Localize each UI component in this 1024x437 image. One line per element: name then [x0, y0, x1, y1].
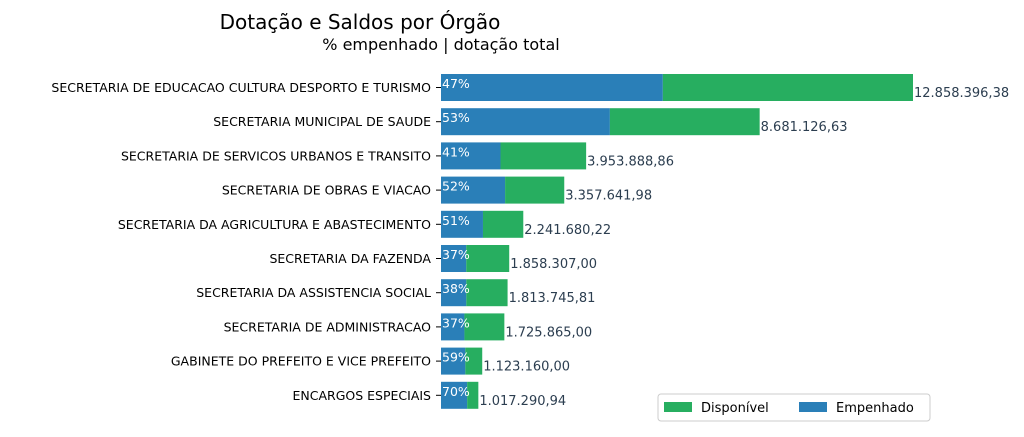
total-label: 1.123.160,00 [483, 360, 570, 375]
bar-disponivel [467, 381, 479, 409]
category-label: SECRETARIA DA AGRICULTURA E ABASTECIMENT… [118, 217, 431, 232]
pct-label: 37% [442, 315, 470, 330]
pct-label: 53% [442, 110, 470, 125]
pct-label: 70% [442, 384, 470, 399]
bar-disponivel [465, 347, 483, 375]
category-label: ENCARGOS ESPECIAIS [292, 388, 431, 403]
bar-disponivel [482, 210, 524, 238]
bar-disponivel [464, 313, 505, 341]
legend-swatch [664, 402, 692, 412]
total-label: 1.813.745,81 [509, 291, 596, 306]
bar-empenhado [441, 176, 506, 204]
pct-label: 41% [442, 144, 470, 159]
bar-disponivel [466, 245, 510, 272]
total-label: 2.241.680,22 [524, 223, 611, 238]
total-label: 3.953.888,86 [587, 154, 674, 169]
pct-label: 38% [442, 281, 470, 296]
bar-disponivel [609, 108, 760, 136]
category-label: SECRETARIA DA ASSISTENCIA SOCIAL [196, 285, 431, 300]
bar-empenhado [441, 279, 467, 307]
total-label: 1.858.307,00 [510, 257, 597, 272]
bar-disponivel [466, 279, 508, 307]
chart-subtitle: % empenhado | dotação total [322, 35, 559, 54]
bar-disponivel [500, 142, 587, 170]
category-label: SECRETARIA DA FAZENDA [269, 251, 431, 266]
bar-disponivel [662, 74, 913, 101]
bar-empenhado [441, 108, 610, 136]
bar-empenhado [441, 347, 466, 375]
total-label: 1.725.865,00 [505, 325, 592, 340]
category-label: SECRETARIA DE SERVICOS URBANOS E TRANSIT… [121, 148, 431, 163]
category-label: SECRETARIA DE OBRAS E VIACAO [222, 183, 431, 198]
pct-label: 51% [442, 213, 470, 228]
chart-title: Dotação e Saldos por Órgão [220, 10, 501, 34]
pct-label: 47% [442, 76, 470, 91]
category-label: SECRETARIA DE EDUCACAO CULTURA DESPORTO … [51, 80, 431, 95]
total-label: 3.357.641,98 [565, 189, 652, 204]
category-label: SECRETARIA DE ADMINISTRACAO [224, 319, 432, 334]
category-label: GABINETE DO PREFEITO E VICE PREFEITO [171, 354, 431, 369]
category-label: SECRETARIA MUNICIPAL DE SAUDE [213, 114, 431, 129]
legend-label: Empenhado [836, 401, 914, 416]
legend-frame [657, 393, 931, 422]
legend-swatch [799, 402, 827, 412]
bar-empenhado [441, 210, 483, 238]
bar-disponivel [505, 176, 565, 204]
bar-empenhado [441, 313, 465, 341]
total-label: 1.017.290,94 [479, 394, 566, 409]
bar-empenhado [441, 245, 467, 272]
legend-label: Disponível [701, 401, 769, 416]
bar-empenhado [441, 142, 501, 170]
total-label: 8.681.126,63 [761, 120, 848, 135]
bar-empenhado [441, 381, 468, 409]
pct-label: 59% [442, 350, 470, 365]
pct-label: 52% [442, 179, 470, 194]
bars-group: SECRETARIA DE EDUCACAO CULTURA DESPORTO … [51, 74, 1009, 409]
legend: Disponível Empenhado [657, 393, 931, 422]
bar-empenhado [441, 74, 663, 101]
total-label: 12.858.396,38 [914, 86, 1009, 101]
pct-label: 37% [442, 247, 470, 262]
